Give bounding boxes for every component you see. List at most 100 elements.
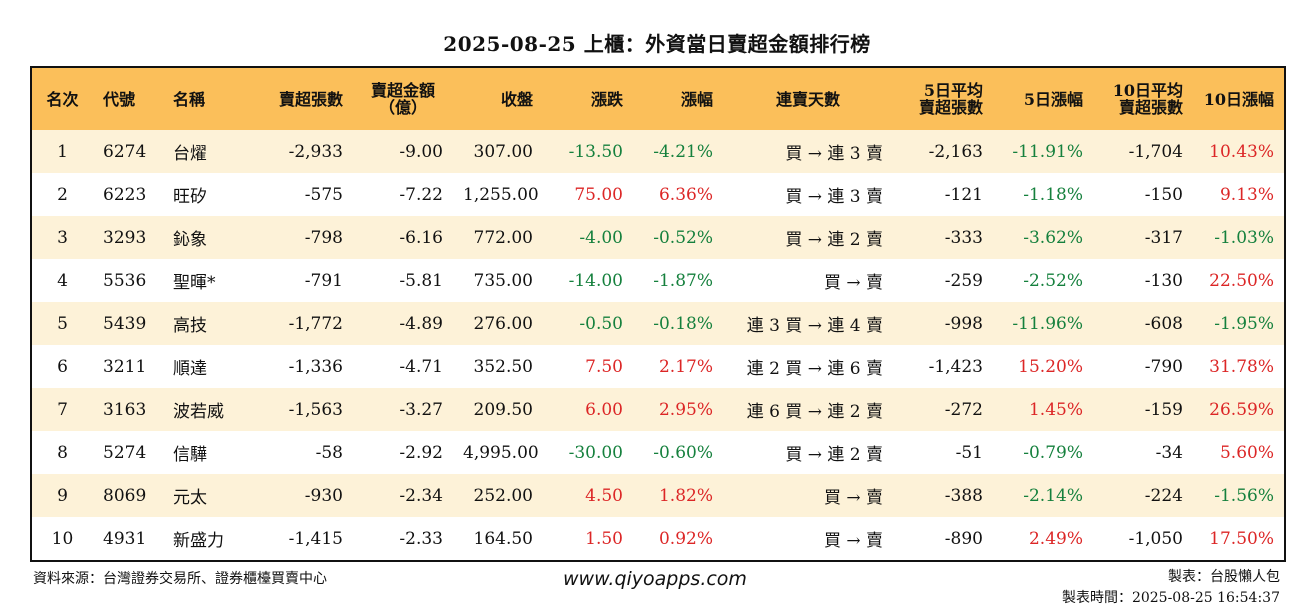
header-avg10: 10日平均 賣超張數: [1093, 67, 1193, 130]
code-cell: 6274: [93, 130, 163, 173]
table-row: 5 5439 高技 -1,772 -4.89 276.00 -0.50 -0.18% 連 3 買…: [31, 302, 1285, 345]
sell-lots-cell: -1,772: [245, 302, 353, 345]
name-cell: 信驊: [163, 431, 245, 474]
website-link[interactable]: www.qiyoapps.com: [563, 568, 747, 590]
pct10-cell: -1.56%: [1193, 474, 1285, 517]
avg5-cell: -51: [893, 431, 993, 474]
name-cell: 順達: [163, 345, 245, 388]
streak-cell: 買 → 賣: [723, 259, 893, 302]
rank-cell: 7: [31, 388, 93, 431]
avg10-cell: -159: [1093, 388, 1193, 431]
rank-cell: 10: [31, 517, 93, 561]
header-close: 收盤: [453, 67, 543, 130]
pct-cell: 0.92%: [633, 517, 723, 561]
table-row: 8 5274 信驊 -58 -2.92 4,995.00 -30.00 -0.60% 買 → 連…: [31, 431, 1285, 474]
avg10-cell: -317: [1093, 216, 1193, 259]
sell-amount-cell: -2.34: [353, 474, 453, 517]
avg10-cell: -224: [1093, 474, 1193, 517]
code-cell: 8069: [93, 474, 163, 517]
name-cell: 高技: [163, 302, 245, 345]
sell-lots-cell: -575: [245, 173, 353, 216]
header-streak: 連賣天數: [723, 67, 893, 130]
table-row: 1 6274 台燿 -2,933 -9.00 307.00 -13.50 -4.21% 買 → …: [31, 130, 1285, 173]
rank-cell: 6: [31, 345, 93, 388]
sell-amount-cell: -5.81: [353, 259, 453, 302]
sell-lots-cell: -2,933: [245, 130, 353, 173]
streak-cell: 買 → 賣: [723, 474, 893, 517]
sell-amount-cell: -3.27: [353, 388, 453, 431]
code-cell: 3211: [93, 345, 163, 388]
pct10-cell: 10.43%: [1193, 130, 1285, 173]
streak-cell: 連 6 買 → 連 2 賣: [723, 388, 893, 431]
header-code: 代號: [93, 67, 163, 130]
change-cell: 7.50: [543, 345, 633, 388]
avg10-cell: -790: [1093, 345, 1193, 388]
avg5-cell: -333: [893, 216, 993, 259]
pct-cell: 2.17%: [633, 345, 723, 388]
pct-cell: -0.60%: [633, 431, 723, 474]
table-body: 1 6274 台燿 -2,933 -9.00 307.00 -13.50 -4.21% 買 → …: [31, 130, 1285, 561]
table-row: 7 3163 波若威 -1,563 -3.27 209.50 6.00 2.95% 連 6 買 …: [31, 388, 1285, 431]
close-cell: 772.00: [453, 216, 543, 259]
close-cell: 276.00: [453, 302, 543, 345]
sell-lots-cell: -1,563: [245, 388, 353, 431]
pct5-cell: -2.52%: [993, 259, 1093, 302]
streak-cell: 買 → 連 3 賣: [723, 130, 893, 173]
avg5-cell: -2,163: [893, 130, 993, 173]
table-time: 製表時間：2025-08-25 16:54:37: [1061, 590, 1280, 606]
close-cell: 252.00: [453, 474, 543, 517]
code-cell: 5274: [93, 431, 163, 474]
change-cell: -13.50: [543, 130, 633, 173]
footer-credits: 製表：台股懶人包 製表時間：2025-08-25 16:54:37: [1062, 567, 1280, 609]
pct-cell: -0.18%: [633, 302, 723, 345]
header-sell-lots: 賣超張數: [245, 67, 353, 130]
pct-cell: 1.82%: [633, 474, 723, 517]
pct-cell: -4.21%: [633, 130, 723, 173]
pct10-cell: -1.95%: [1193, 302, 1285, 345]
change-cell: 6.00: [543, 388, 633, 431]
close-cell: 735.00: [453, 259, 543, 302]
close-cell: 1,255.00: [453, 173, 543, 216]
code-cell: 6223: [93, 173, 163, 216]
streak-cell: 買 → 連 3 賣: [723, 173, 893, 216]
header-name: 名稱: [163, 67, 245, 130]
rank-cell: 3: [31, 216, 93, 259]
table-row: 10 4931 新盛力 -1,415 -2.33 164.50 1.50 0.92% 買 → 賣…: [31, 517, 1285, 561]
change-cell: 4.50: [543, 474, 633, 517]
sell-lots-cell: -58: [245, 431, 353, 474]
name-cell: 鈊象: [163, 216, 245, 259]
avg10-cell: -150: [1093, 173, 1193, 216]
sell-lots-cell: -1,336: [245, 345, 353, 388]
sell-lots-cell: -798: [245, 216, 353, 259]
pct5-cell: -11.91%: [993, 130, 1093, 173]
name-cell: 旺矽: [163, 173, 245, 216]
rank-cell: 1: [31, 130, 93, 173]
close-cell: 4,995.00: [453, 431, 543, 474]
pct-cell: 2.95%: [633, 388, 723, 431]
rank-cell: 5: [31, 302, 93, 345]
avg10-cell: -1,050: [1093, 517, 1193, 561]
pct10-cell: 31.78%: [1193, 345, 1285, 388]
streak-cell: 連 2 買 → 連 6 賣: [723, 345, 893, 388]
avg5-cell: -388: [893, 474, 993, 517]
pct5-cell: 15.20%: [993, 345, 1093, 388]
avg5-cell: -272: [893, 388, 993, 431]
rank-cell: 9: [31, 474, 93, 517]
avg5-cell: -998: [893, 302, 993, 345]
pct5-cell: 1.45%: [993, 388, 1093, 431]
header-sell-amount: 賣超金額 （億）: [353, 67, 453, 130]
pct-cell: -1.87%: [633, 259, 723, 302]
pct5-cell: -11.96%: [993, 302, 1093, 345]
name-cell: 新盛力: [163, 517, 245, 561]
name-cell: 波若威: [163, 388, 245, 431]
header-change: 漲跌: [543, 67, 633, 130]
sell-amount-cell: -9.00: [353, 130, 453, 173]
table-row: 4 5536 聖暉* -791 -5.81 735.00 -14.00 -1.87% 買 → 賣…: [31, 259, 1285, 302]
sell-amount-cell: -6.16: [353, 216, 453, 259]
pct5-cell: -3.62%: [993, 216, 1093, 259]
pct-cell: -0.52%: [633, 216, 723, 259]
pct-cell: 6.36%: [633, 173, 723, 216]
table-maker: 製表：台股懶人包: [1168, 569, 1280, 585]
ranking-table: 名次 代號 名稱 賣超張數 賣超金額 （億） 收盤 漲跌 漲幅 連賣天數 5日平…: [30, 66, 1286, 562]
pct5-cell: 2.49%: [993, 517, 1093, 561]
